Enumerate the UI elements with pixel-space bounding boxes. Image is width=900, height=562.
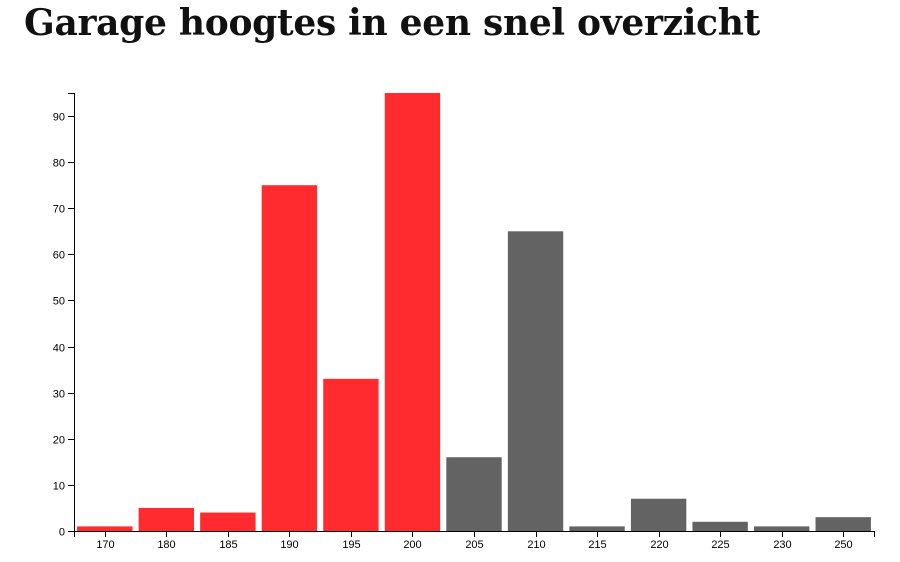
y-tick-label-10: 10 xyxy=(53,480,65,492)
bar-170 xyxy=(77,526,133,531)
y-tick-label-60: 60 xyxy=(53,249,65,261)
bar-220 xyxy=(630,498,687,531)
y-tick-label-20: 20 xyxy=(53,434,65,446)
bar-250 xyxy=(815,517,871,531)
y-tick-label-80: 80 xyxy=(53,157,65,169)
y-tick-label-30: 30 xyxy=(53,388,65,400)
x-tick-label-225: 225 xyxy=(711,539,729,551)
y-tick-label-40: 40 xyxy=(53,342,65,354)
x-tick-label-190: 190 xyxy=(280,539,298,551)
bar-185 xyxy=(200,512,256,531)
y-tick-label-50: 50 xyxy=(53,295,65,307)
y-axis: 0 10 20 30 40 50 60 70 80 90 xyxy=(53,93,75,538)
bar-225 xyxy=(692,521,748,531)
page-title: Garage hoogtes in een snel overzicht xyxy=(24,2,760,44)
bar-205 xyxy=(446,457,502,531)
x-tick-label-220: 220 xyxy=(650,539,668,551)
bars-group xyxy=(77,93,871,531)
bar-190 xyxy=(261,185,318,531)
x-tick-label-170: 170 xyxy=(96,539,114,551)
bar-230 xyxy=(754,526,810,531)
x-tick-label-180: 180 xyxy=(157,539,175,551)
y-tick-label-0: 0 xyxy=(59,526,65,538)
x-tick-label-250: 250 xyxy=(834,539,852,551)
x-tick-label-215: 215 xyxy=(588,539,606,551)
bar-195 xyxy=(323,378,379,531)
bar-210 xyxy=(507,231,564,531)
x-tick-label-230: 230 xyxy=(773,539,791,551)
bar-180 xyxy=(138,507,194,531)
x-axis: 170 180 185 190 195 200 205 210 215 220 225 230 250 xyxy=(74,531,875,551)
x-tick-label-185: 185 xyxy=(219,539,237,551)
bar-215 xyxy=(569,526,625,531)
bar-200 xyxy=(384,93,441,531)
y-tick-label-70: 70 xyxy=(53,203,65,215)
y-axis-line xyxy=(68,93,75,532)
y-tick-label-90: 90 xyxy=(53,111,65,123)
x-tick-label-210: 210 xyxy=(527,539,545,551)
x-tick-label-195: 195 xyxy=(342,539,360,551)
x-tick-label-205: 205 xyxy=(465,539,483,551)
x-tick-label-200: 200 xyxy=(403,539,421,551)
